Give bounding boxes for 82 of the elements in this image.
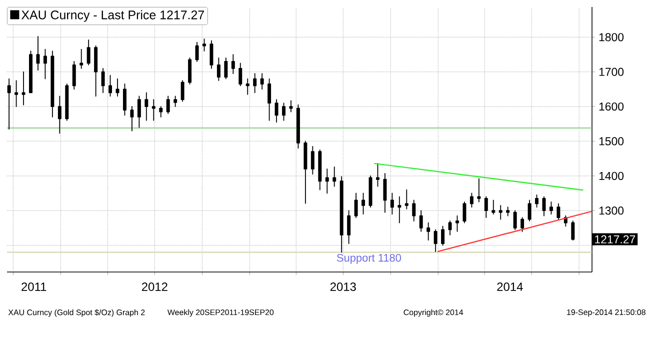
candlestick [224, 58, 228, 80]
candlestick [419, 210, 423, 232]
text: 1217.27 [595, 235, 636, 244]
candlestick [268, 78, 272, 121]
candlestick [520, 217, 524, 232]
candlestick [36, 36, 40, 71]
candlestick [477, 178, 481, 202]
candlestick [274, 99, 278, 123]
candlestick [282, 102, 286, 121]
candlestick [122, 84, 126, 116]
candlestick [434, 229, 438, 252]
candlestick [7, 78, 11, 130]
candlestick [448, 220, 452, 236]
candlestick [29, 50, 32, 94]
candlestick [72, 61, 76, 90]
candlestick [535, 194, 538, 208]
candlestick [260, 73, 264, 90]
candlestick [426, 222, 430, 241]
candlestick [470, 192, 474, 208]
candlestick [180, 80, 184, 102]
y-tick-label: 1600 [599, 102, 624, 111]
candlestick [528, 200, 532, 222]
annotation: Support 1180 [336, 254, 402, 264]
candlestick [398, 196, 402, 224]
y-tick-label: 1800 [599, 33, 624, 42]
candlestick [101, 68, 105, 94]
candlestick [347, 210, 351, 244]
candlestick [571, 220, 575, 241]
candlestick [492, 200, 496, 215]
candlestick [137, 96, 141, 128]
candlestick [144, 92, 148, 121]
candlestick [506, 206, 510, 216]
candlestick [556, 203, 560, 220]
candlestick [325, 168, 329, 194]
candlestick [354, 192, 358, 218]
candlestick [513, 210, 517, 230]
candlestick [304, 140, 308, 204]
candlestick [484, 196, 488, 218]
candlestick [383, 173, 387, 213]
candlestick [542, 196, 546, 216]
candlestick [318, 149, 322, 190]
candlestick [253, 73, 257, 94]
candlestick [404, 189, 408, 210]
x-tick-label: 2014 [497, 282, 523, 291]
candlestick [195, 42, 199, 62]
candlestick [296, 104, 300, 149]
candlestick [174, 96, 178, 107]
candlestick [22, 71, 26, 106]
candlestick [216, 58, 220, 81]
x-tick-label: 2013 [330, 282, 356, 291]
candlestick [80, 48, 84, 69]
x-tick-label: 2012 [142, 282, 168, 291]
y-tick-label: 1700 [599, 68, 624, 76]
candlestick [86, 40, 90, 66]
candlestick [390, 192, 394, 215]
y-tick-label: 1500 [599, 137, 624, 146]
candlestick [116, 78, 120, 97]
candlestick [498, 204, 502, 220]
candlestick [130, 106, 134, 132]
candlestick [188, 58, 192, 84]
candlestick [65, 84, 69, 121]
candlestick [152, 99, 156, 121]
candlestick [332, 166, 336, 187]
candlestick [50, 50, 54, 118]
y-tick-label: 1300 [599, 206, 624, 215]
candlestick [462, 201, 466, 224]
candlestick [310, 146, 314, 175]
candlestick [210, 40, 214, 69]
candlestick [289, 100, 293, 112]
x-tick-label: 2011 [22, 282, 46, 291]
candlestick [159, 106, 163, 118]
candlestick [166, 96, 170, 114]
legend-label: XAU Curncy - Last Price 1217.27 [21, 10, 204, 22]
candlestick [58, 96, 62, 134]
candlestick [231, 54, 235, 74]
candlestick [94, 45, 98, 97]
candlestick [441, 226, 445, 246]
candlestick [412, 200, 416, 222]
candlestick [340, 176, 344, 253]
candlestick [238, 62, 242, 86]
y-tick-label: 1400 [599, 172, 624, 180]
candlestick [246, 78, 250, 95]
